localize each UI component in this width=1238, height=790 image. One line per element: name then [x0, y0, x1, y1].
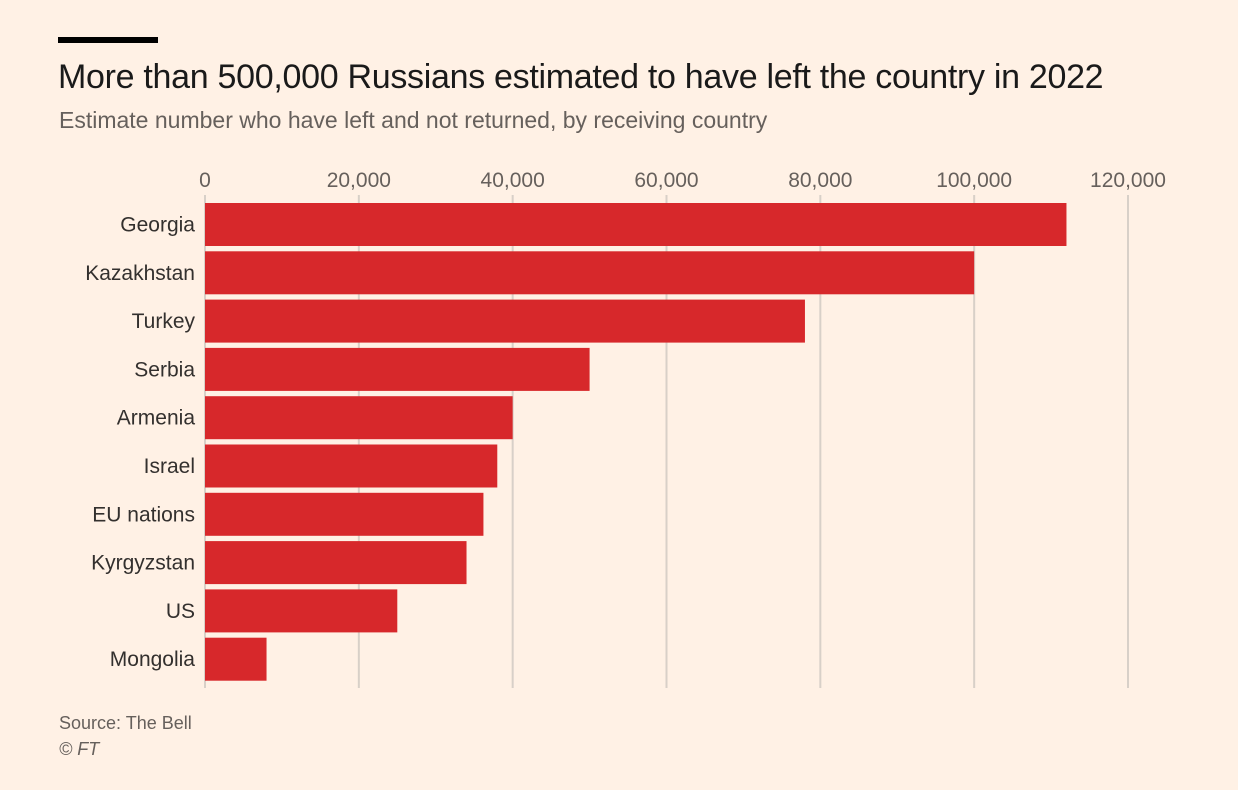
category-label: Armenia — [117, 407, 196, 430]
bar — [205, 637, 267, 681]
source-note: Source: The Bell — [59, 713, 192, 733]
bar — [205, 203, 1067, 246]
bar — [205, 444, 498, 488]
category-label: Serbia — [134, 358, 195, 381]
category-labels: Georgia Kazakhstan Turkey Serbia Armenia Isra… — [85, 214, 195, 672]
bars — [205, 203, 1067, 681]
bar — [205, 589, 398, 633]
x-tick-label: 80,000 — [788, 169, 852, 192]
copyright-credit: © FT — [59, 739, 100, 759]
bar — [205, 347, 590, 391]
category-label: Georgia — [120, 214, 195, 237]
x-tick-label: 40,000 — [481, 169, 545, 192]
category-label: Kazakhstan — [85, 262, 195, 285]
category-label: EU nations — [92, 503, 195, 526]
bar — [205, 251, 975, 295]
x-tick-label: 120,000 — [1090, 169, 1166, 192]
brand-top-bar — [58, 37, 158, 43]
x-tick-label: 0 — [199, 169, 211, 192]
chart-title: More than 500,000 Russians estimated to … — [58, 58, 1104, 96]
chart-subtitle: Estimate number who have left and not re… — [59, 107, 768, 133]
category-label: Israel — [144, 455, 195, 478]
bar — [205, 492, 484, 536]
bar — [205, 299, 805, 343]
bar — [205, 396, 513, 440]
x-tick-label: 60,000 — [634, 169, 698, 192]
bar — [205, 541, 467, 585]
category-label: Kyrgyzstan — [91, 552, 195, 575]
x-tick-label: 100,000 — [936, 169, 1012, 192]
category-label: US — [166, 600, 195, 623]
x-tick-label: 20,000 — [327, 169, 391, 192]
x-axis-tick-labels: 0 20,000 40,000 60,000 80,000 100,000 120,000 — [199, 169, 1166, 192]
category-label: Turkey — [132, 310, 196, 333]
category-label: Mongolia — [110, 648, 196, 671]
